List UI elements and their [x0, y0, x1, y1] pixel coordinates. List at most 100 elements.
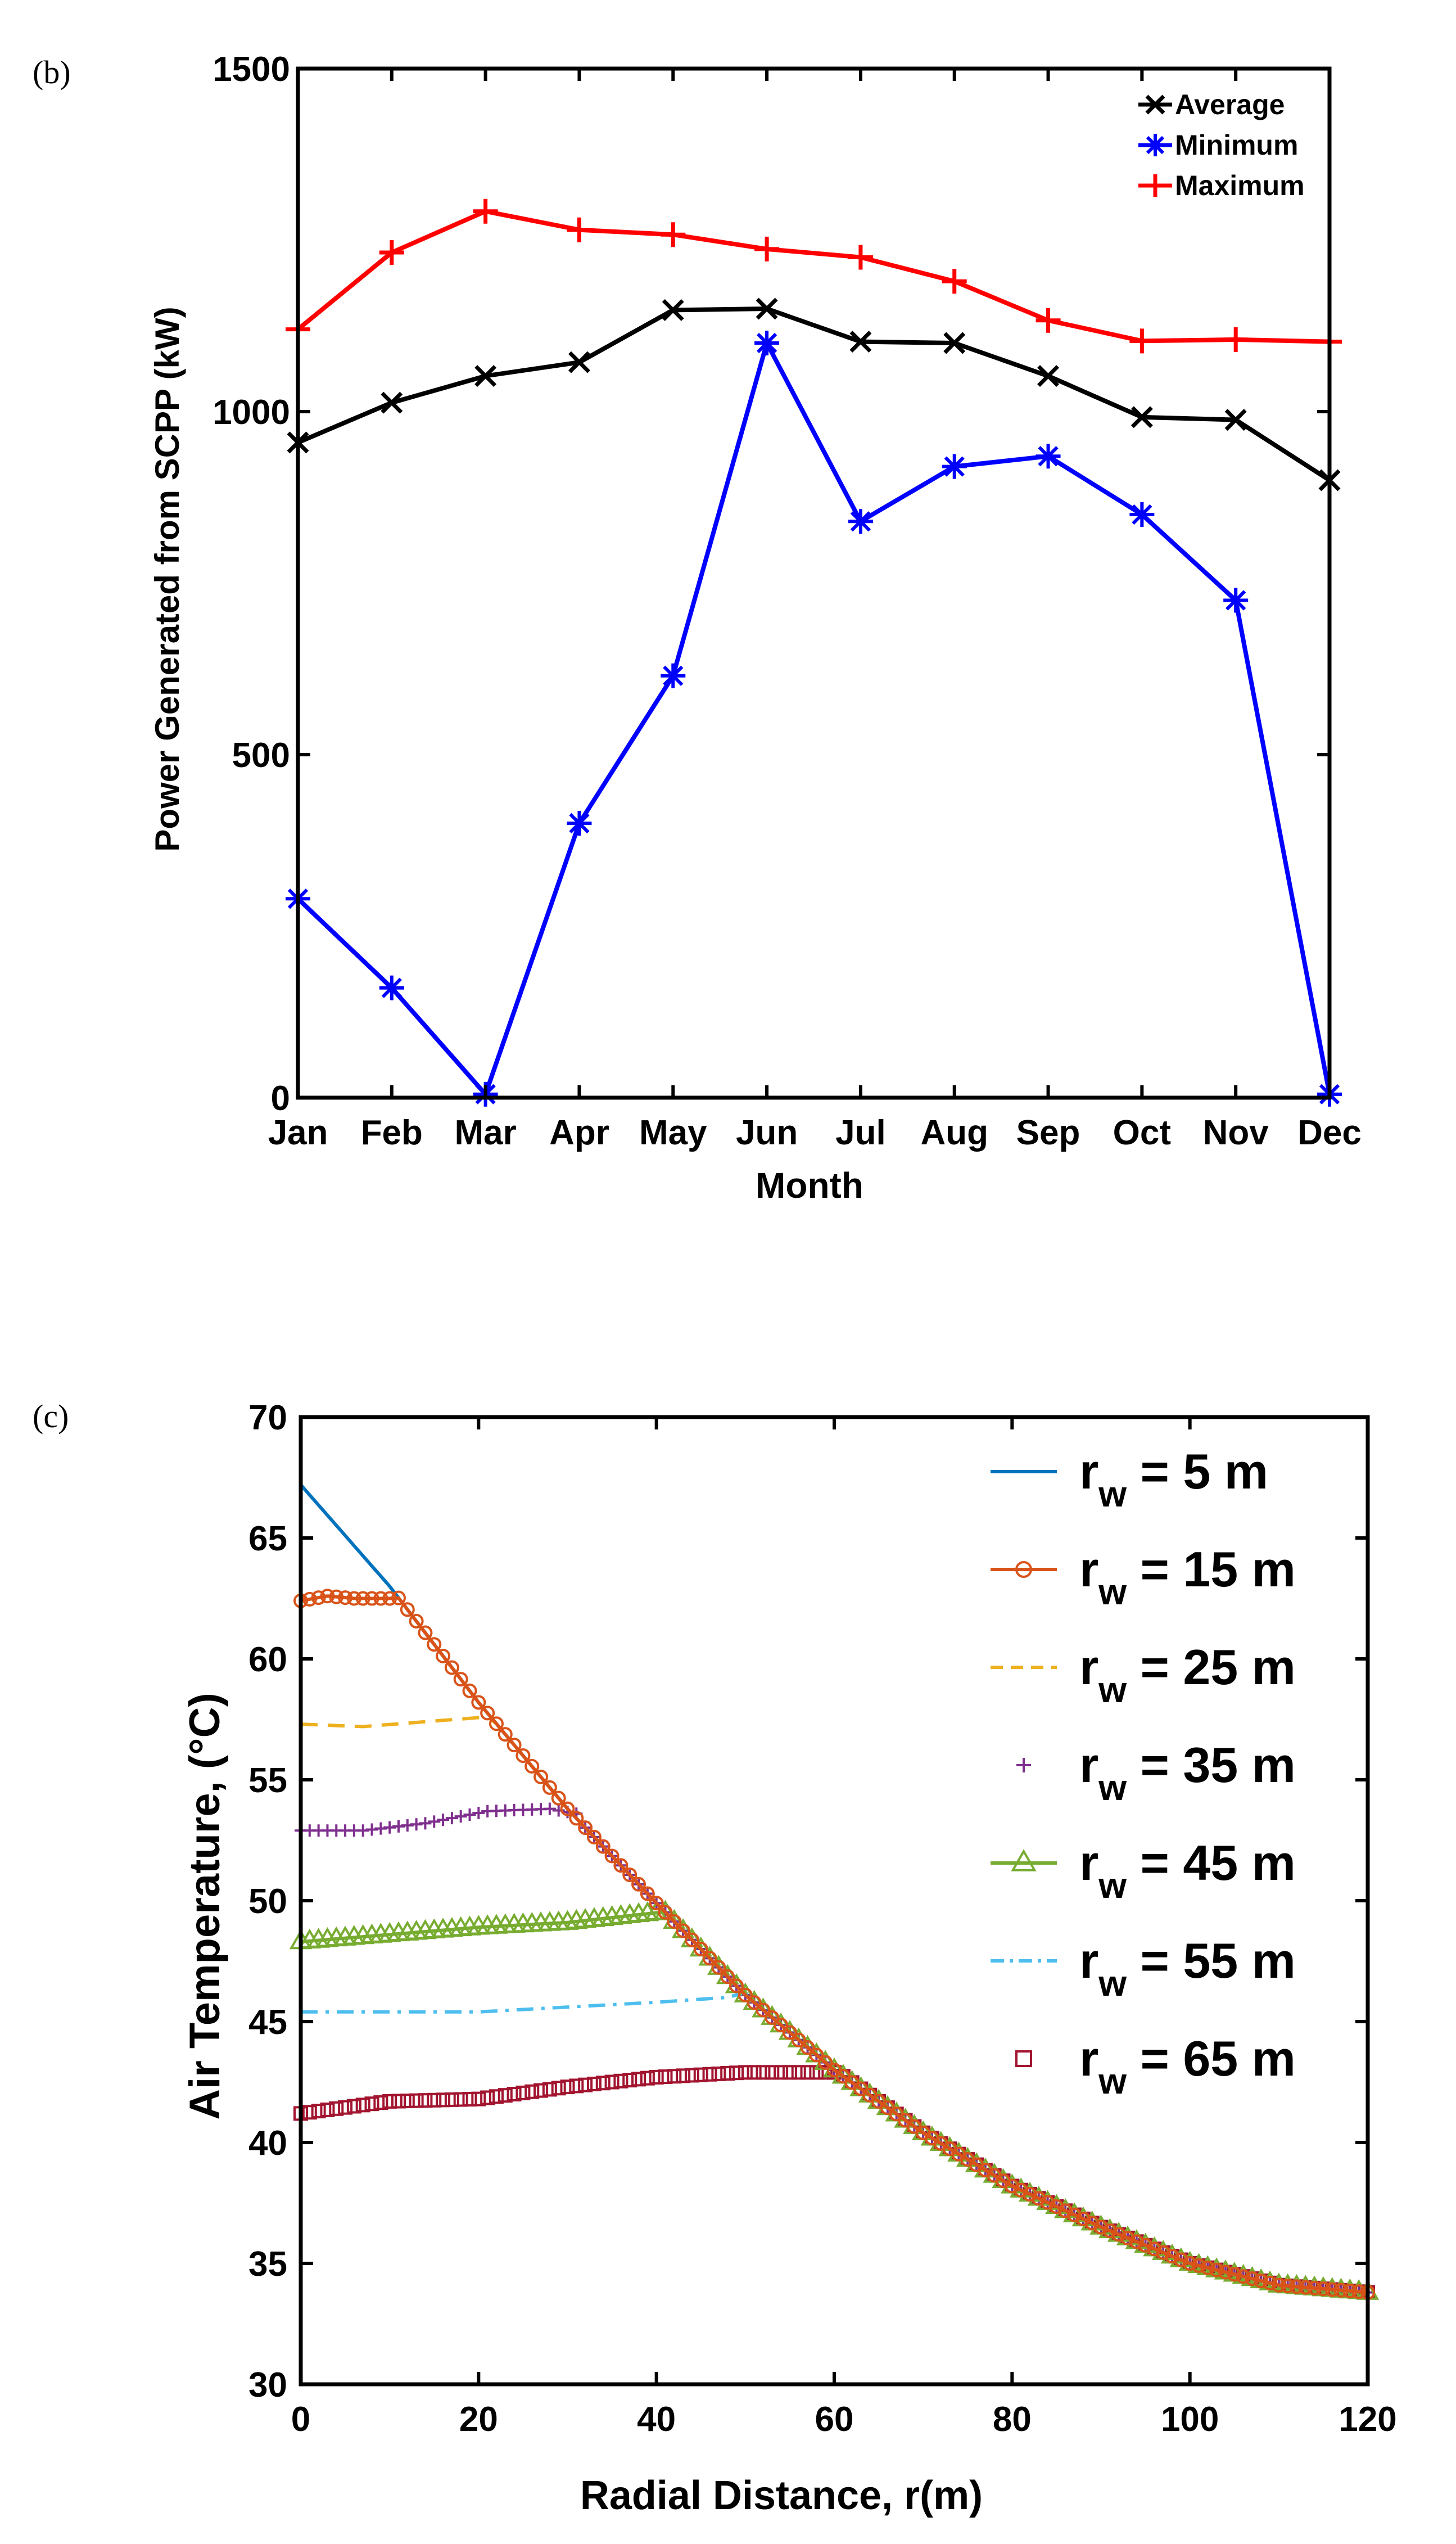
series-maximum-point — [1036, 308, 1061, 333]
series-rw-15m-point — [586, 1829, 602, 1844]
series-rw-65m-point — [684, 2068, 699, 2083]
series-rw-35m-point — [419, 1817, 432, 1830]
series-rw-15m-point — [524, 1758, 540, 1774]
series-rw-15m-point — [346, 1591, 361, 1606]
series-rw-65m-point — [711, 2066, 726, 2081]
series-rw-35m-point — [437, 1814, 450, 1826]
series-rw-15m-point — [774, 2018, 789, 2033]
series-rw-15m-point — [462, 1683, 477, 1698]
series-rw-15m-point — [747, 1995, 762, 2010]
series-rw-25m — [300, 1715, 1368, 2294]
series-rw-65m-point — [453, 2092, 468, 2107]
series-rw-65m-point — [427, 2092, 442, 2108]
series-rw-35m-point — [428, 1815, 441, 1828]
series-minimum-point — [754, 331, 780, 355]
c-x-tick-label: 40 — [637, 2400, 676, 2439]
series-rw-15m-point — [1165, 2249, 1180, 2264]
series-rw-65m-point — [471, 2091, 486, 2107]
c-y-tick-label: 30 — [248, 2366, 287, 2405]
series-rw-15m-point — [560, 1801, 575, 1816]
series-rw-15m-point — [1227, 2267, 1242, 2282]
series-maximum-point — [1223, 327, 1249, 352]
series-minimum-point — [1129, 502, 1155, 527]
series-rw-15m-point — [676, 1923, 691, 1938]
series-rw-15m-point — [702, 1951, 717, 1966]
series-maximum-point — [754, 236, 780, 261]
series-rw-15m-point — [542, 1780, 557, 1795]
series-rw-15m-point — [649, 1896, 664, 1911]
series-rw-15m-point — [1218, 2265, 1233, 2280]
series-rw-65m-point — [765, 2065, 780, 2080]
series-minimum-line — [296, 341, 1332, 1097]
series-rw-25m-line — [300, 1715, 1368, 2294]
series-rw-15m-point — [498, 1727, 513, 1742]
series-rw-15m-point — [1280, 2278, 1295, 2293]
series-rw-15m-point — [595, 1839, 611, 1854]
c-x-tick-label: 100 — [1161, 2400, 1219, 2439]
series-minimum-point — [379, 975, 404, 1000]
legend-item-rw-15m: rw = 15 m — [991, 1541, 1296, 1612]
series-rw-65m-point — [622, 2073, 637, 2088]
b-x-tick-label: Jun — [736, 1113, 798, 1152]
series-rw-15m-point — [1333, 2283, 1349, 2298]
series-rw-15m-point — [1315, 2281, 1331, 2297]
series-rw-35m-point — [454, 1810, 467, 1823]
series-rw-15m-point — [1289, 2279, 1304, 2294]
panel-b-series-group — [286, 199, 1342, 1107]
series-rw-65m-point — [569, 2078, 584, 2094]
panel-b-ticks-group: Jan Feb Mar Apr May Jun Jul Aug Sep Oct Nov Dec 0 500… — [212, 50, 1362, 1152]
series-rw-65m-point — [338, 2100, 353, 2115]
series-rw-15m-point — [1005, 2178, 1020, 2194]
series-rw-35m-point — [463, 1808, 476, 1821]
series-rw-65m-point — [595, 2076, 611, 2091]
series-rw-15m-point — [418, 1625, 433, 1640]
panel-c-plot-frame — [299, 1415, 1370, 2387]
series-rw-65m-point — [720, 2066, 735, 2081]
series-maximum-point — [942, 269, 967, 294]
series-rw-65m-point — [480, 2090, 495, 2105]
panel-b-legend: Average Minimum Maximum — [1138, 89, 1305, 201]
panel-b-label: (b) — [33, 54, 71, 91]
series-rw-15m-point — [765, 2010, 780, 2025]
series-rw-15m-point — [756, 2002, 771, 2018]
legend-item-rw-55m: rw = 55 m — [991, 1933, 1296, 2004]
series-rw-65m-point — [586, 2076, 602, 2091]
series-rw-65m-point — [551, 2081, 566, 2096]
series-rw-65m-point — [560, 2080, 575, 2095]
series-rw-65m-point — [774, 2065, 789, 2080]
series-rw-65m-point — [444, 2092, 459, 2107]
legend-rw-45m-label: rw = 45 m — [1079, 1835, 1296, 1906]
panel-b-plot-frame — [296, 66, 1332, 1100]
series-rw-65m-point — [702, 2067, 717, 2082]
b-y-tick-label: 500 — [232, 736, 290, 775]
series-rw-15m-point — [1102, 2223, 1118, 2238]
series-rw-15m-point — [533, 1769, 549, 1784]
b-x-tick-label: Sep — [1016, 1113, 1080, 1152]
series-rw-15m-line — [300, 1594, 1368, 2294]
series-rw-65m-point — [738, 2065, 753, 2080]
chart-panel-b: (b) Power Generated from SCPP (kW) Month… — [33, 50, 1362, 1206]
series-rw-65m-point — [346, 2099, 361, 2114]
series-rw-15m-point — [489, 1716, 504, 1731]
series-rw-15m-point — [1245, 2271, 1260, 2286]
series-rw-15m-point — [1031, 2191, 1046, 2206]
legend-rw-35m-marker-icon — [1016, 1758, 1031, 1772]
c-x-tick-label: 20 — [459, 2400, 498, 2439]
b-x-tick-label: Jul — [835, 1113, 886, 1152]
series-maximum-point — [848, 245, 873, 270]
series-rw-65m-point — [800, 2065, 815, 2080]
series-rw-15m-point — [382, 1591, 397, 1606]
series-maximum-point — [473, 199, 498, 224]
series-rw-15m-point — [684, 1932, 699, 1947]
series-rw-15m-point — [782, 2025, 797, 2040]
legend-rw-15m-label: rw = 15 m — [1079, 1541, 1296, 1612]
series-rw-65m-point — [524, 2084, 540, 2099]
series-rw-15m-point — [507, 1738, 522, 1753]
legend-item-rw-5m: rw = 5 m — [991, 1444, 1268, 1514]
series-rw-15m-point — [329, 1589, 344, 1604]
series-rw-15m-point — [631, 1877, 646, 1892]
series-rw-15m-point — [409, 1613, 424, 1629]
series-rw-15m-point — [809, 2047, 824, 2063]
c-y-tick-label: 60 — [248, 1640, 287, 1679]
series-rw-15m-point — [373, 1591, 388, 1606]
